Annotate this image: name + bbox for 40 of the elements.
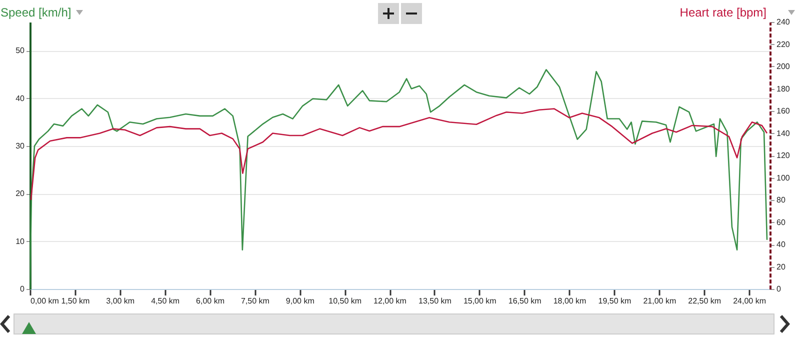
y2-axis-title: Heart rate [bpm]	[680, 6, 766, 20]
y-axis-title: Speed [km/h]	[0, 6, 72, 20]
y2-tick-label: 80	[776, 196, 786, 204]
x-tick-label: 3,00 km	[106, 296, 135, 306]
y2-tick-label: 220	[776, 40, 790, 49]
y2-tick-label: 200	[776, 62, 790, 71]
x-tick-label: 24,00 km	[733, 296, 766, 306]
y2-tick-label: 140	[776, 128, 790, 138]
y-tick-label: 10	[16, 236, 26, 246]
y2-tick-label: 0	[776, 284, 782, 294]
y2-tick-label: 40	[776, 240, 786, 249]
x-tick-label: 0,00 km	[30, 296, 60, 306]
x-tick-label: 13,50 km	[418, 296, 452, 306]
x-tick-label: 4,50 km	[151, 296, 180, 306]
line-series	[30, 69, 768, 289]
y2-tick-label: 60	[776, 218, 786, 227]
y2-tick-label: 160	[776, 106, 790, 116]
y-tick-label: 50	[16, 46, 26, 56]
y-tick-label: 40	[16, 94, 26, 103]
x-tick-label: 16,50 km	[508, 296, 542, 306]
x-tick-label: 6,00 km	[196, 296, 225, 306]
x-tick-label: 22,50 km	[688, 296, 722, 306]
y2-tick-label: 20	[776, 262, 786, 272]
y2-tick-label: 180	[776, 84, 790, 94]
x-tick-label: 21,00 km	[643, 296, 676, 306]
x-tick-label: 10,50 km	[328, 296, 362, 306]
y-tick-label: 0	[20, 284, 26, 294]
x-tick-label: 1,50 km	[61, 296, 90, 306]
x-tick-label: 19,50 km	[598, 296, 632, 306]
x-tick-label: 9,00 km	[286, 296, 315, 306]
x-tick-label: 15,00 km	[463, 296, 497, 306]
y-tick-label: 20	[16, 189, 26, 198]
x-tick-label: 12,00 km	[374, 296, 407, 306]
line-series	[30, 108, 768, 201]
y2-tick-label: 120	[776, 151, 790, 160]
x-tick-label: 18,00 km	[553, 296, 587, 306]
y2-tick-label: 240	[776, 18, 790, 26]
x-tick-label: 7,50 km	[240, 296, 270, 306]
y2-tick-label: 100	[776, 173, 790, 182]
y-tick-label: 30	[16, 141, 26, 150]
